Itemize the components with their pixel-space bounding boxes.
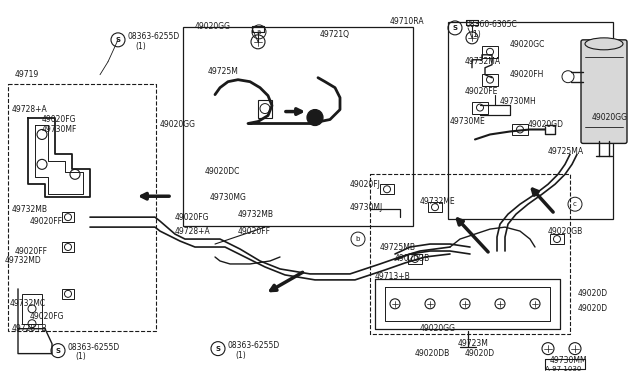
- Text: b: b: [356, 236, 360, 242]
- Text: 08363-6255D: 08363-6255D: [228, 341, 280, 350]
- Bar: [258, 100, 272, 118]
- Bar: [8, 84, 156, 331]
- Bar: [550, 234, 564, 244]
- Text: 49728+A: 49728+A: [175, 227, 211, 235]
- Text: c: c: [573, 201, 577, 207]
- Bar: [62, 212, 74, 222]
- Text: 49020FE: 49020FE: [465, 87, 499, 96]
- Text: S: S: [216, 346, 221, 352]
- Text: 49732MA: 49732MA: [465, 57, 501, 66]
- Text: 49730ME: 49730ME: [450, 117, 486, 126]
- Text: 49020FH: 49020FH: [510, 70, 545, 79]
- Text: 49020GB: 49020GB: [548, 227, 583, 235]
- Text: 49730MG: 49730MG: [210, 193, 247, 202]
- Text: 49728+A: 49728+A: [12, 105, 48, 114]
- FancyBboxPatch shape: [581, 40, 627, 144]
- Bar: [512, 124, 528, 135]
- Text: 49721Q: 49721Q: [320, 31, 350, 39]
- Text: 49020FG: 49020FG: [175, 213, 209, 222]
- Bar: [62, 242, 74, 252]
- Text: S: S: [56, 347, 61, 354]
- Text: 49732MD: 49732MD: [5, 256, 42, 266]
- Bar: [62, 289, 74, 299]
- Text: (1): (1): [235, 351, 246, 360]
- Ellipse shape: [585, 38, 623, 50]
- Text: 49730MJ: 49730MJ: [350, 203, 383, 212]
- Bar: [482, 74, 498, 86]
- Text: 49020FF: 49020FF: [238, 227, 271, 235]
- Text: 49730MH: 49730MH: [500, 97, 537, 106]
- Text: 49020GB: 49020GB: [395, 254, 430, 263]
- Text: S: S: [452, 25, 458, 31]
- Bar: [448, 22, 613, 219]
- Text: 49020GG: 49020GG: [195, 22, 231, 31]
- Text: 49020D: 49020D: [465, 349, 495, 358]
- Text: 49732MB: 49732MB: [12, 205, 48, 214]
- Text: 49020DC: 49020DC: [205, 167, 241, 176]
- Text: 49725MB: 49725MB: [380, 243, 416, 251]
- Text: 49723M: 49723M: [458, 339, 489, 348]
- Bar: [370, 174, 570, 334]
- Text: (1): (1): [470, 31, 481, 39]
- Text: a: a: [257, 29, 261, 35]
- Text: 08360-6305C: 08360-6305C: [465, 20, 516, 29]
- Text: 49713+B: 49713+B: [375, 272, 411, 281]
- Text: 49719: 49719: [15, 70, 39, 79]
- Text: 08363-6255D: 08363-6255D: [128, 32, 180, 41]
- Text: 49020GG: 49020GG: [420, 324, 456, 333]
- Text: 49732MC: 49732MC: [10, 299, 46, 308]
- Text: 49728+B: 49728+B: [12, 324, 47, 333]
- Text: (1): (1): [75, 352, 86, 361]
- Text: 49020GC: 49020GC: [510, 40, 545, 49]
- Bar: [408, 254, 422, 264]
- Text: 49732ME: 49732ME: [420, 197, 456, 206]
- Text: 49020FG: 49020FG: [42, 115, 77, 124]
- Bar: [22, 294, 42, 324]
- Text: 49725M: 49725M: [208, 67, 239, 76]
- Text: 49020GD: 49020GD: [528, 120, 564, 129]
- Text: 49020D: 49020D: [578, 304, 608, 313]
- Bar: [183, 27, 413, 226]
- Text: 49020DB: 49020DB: [415, 349, 451, 358]
- Text: A-97 1030: A-97 1030: [545, 366, 581, 372]
- Text: 49020GG: 49020GG: [592, 113, 628, 122]
- Text: 49710RA: 49710RA: [390, 17, 424, 26]
- Text: 49020D: 49020D: [578, 289, 608, 298]
- Bar: [472, 102, 488, 113]
- Text: 49732MB: 49732MB: [238, 210, 274, 219]
- Text: (1): (1): [135, 42, 146, 51]
- Text: 49020FF: 49020FF: [15, 247, 48, 256]
- Text: S: S: [115, 37, 120, 43]
- Bar: [428, 202, 442, 212]
- Text: 49730MM: 49730MM: [550, 356, 588, 365]
- Circle shape: [307, 110, 323, 125]
- Text: 08363-6255D: 08363-6255D: [68, 343, 120, 352]
- Bar: [482, 46, 498, 58]
- Text: 49730MF: 49730MF: [42, 125, 77, 134]
- Text: 49020FJ: 49020FJ: [350, 180, 381, 189]
- Text: 49020FG: 49020FG: [30, 312, 65, 321]
- Text: 49020FF: 49020FF: [30, 217, 63, 226]
- Text: 49020GG: 49020GG: [160, 120, 196, 129]
- Text: 49725MA: 49725MA: [548, 147, 584, 156]
- Bar: [380, 184, 394, 194]
